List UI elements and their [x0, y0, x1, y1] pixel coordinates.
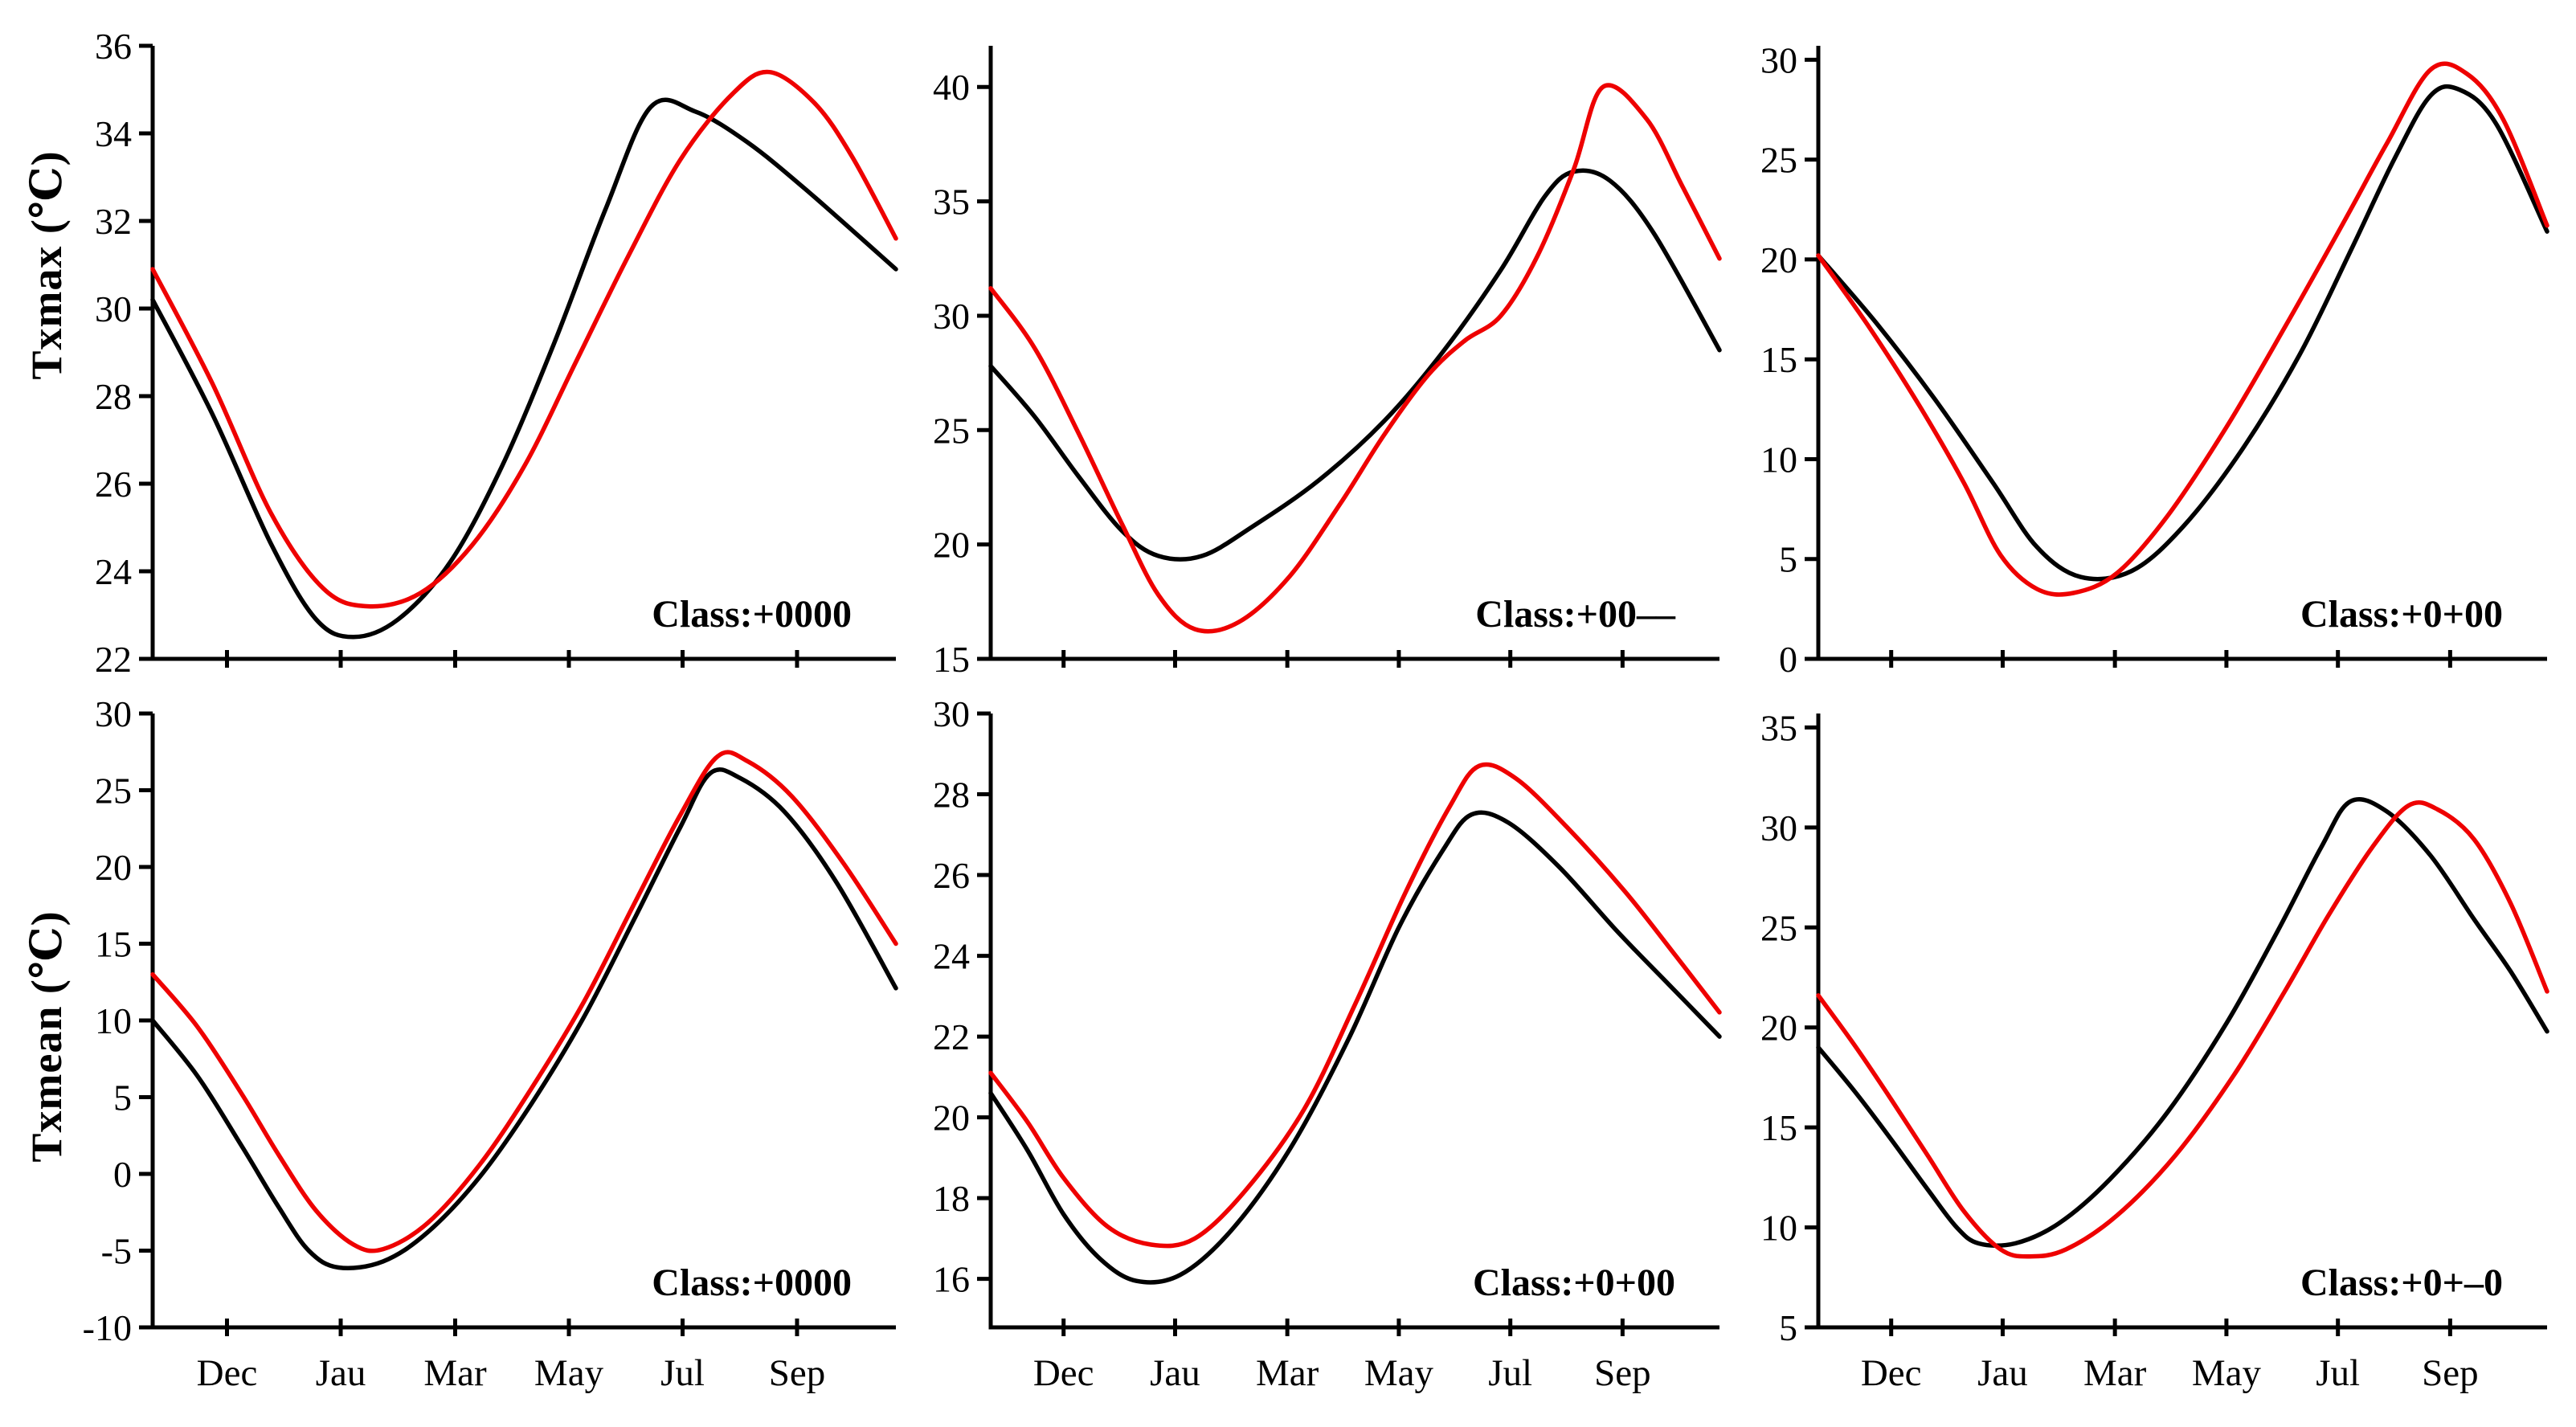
y-tick-label: -5 [101, 1231, 132, 1272]
y-tick-label: 0 [113, 1154, 132, 1195]
y-tick-label: 35 [933, 182, 970, 223]
y-tick-label: 18 [933, 1178, 970, 1219]
y-tick-label: 34 [95, 113, 132, 154]
x-tick-label: Jau [1150, 1352, 1200, 1394]
y-tick-label: 35 [1760, 707, 1797, 748]
x-tick-label: Jul [1488, 1352, 1532, 1394]
y-tick-label: 24 [95, 551, 132, 592]
y-tick-label: 30 [933, 296, 970, 337]
y-tick-label: 22 [933, 1016, 970, 1057]
y-tick-label: 20 [933, 1098, 970, 1139]
y-tick-label: 25 [933, 410, 970, 451]
y-tick-label: 25 [95, 771, 132, 812]
x-tick-label: Sep [769, 1352, 826, 1394]
x-tick-label: Sep [2422, 1352, 2479, 1394]
panel-bottom-middle: 16 18 20 22 24 26 28 30 Dec Jau Mar May Jul Sep Class:… [933, 693, 1722, 1394]
y-tick-label: 30 [933, 693, 970, 734]
panel-top-middle: 15 20 25 30 35 40 Class:+00–– [933, 46, 1722, 680]
series-modeled-red [150, 69, 898, 609]
x-tick-label: Dec [1861, 1352, 1922, 1394]
series-observed-black [150, 97, 898, 640]
y-tick-label: 20 [933, 525, 970, 566]
panel-top-right: 0 5 10 15 20 25 30 Class:+0+00 [1760, 39, 2549, 680]
series-modeled-red [988, 762, 1722, 1249]
class-label: Class:+00–– [1475, 593, 1676, 636]
series-observed-black [988, 168, 1722, 562]
y-tick-label: 15 [933, 639, 970, 680]
y-tick-label: -10 [83, 1307, 132, 1348]
y-tick-label: 20 [95, 847, 132, 888]
x-tick-label: May [2192, 1352, 2262, 1394]
y-tick-label: 10 [95, 1000, 132, 1041]
y-tick-label: 16 [933, 1259, 970, 1300]
class-label: Class:+0000 [652, 593, 852, 636]
y-tick-label: 30 [1760, 808, 1797, 848]
series-modeled-red [150, 750, 898, 1253]
y-tick-label: 36 [95, 26, 132, 67]
series-modeled-red [1816, 61, 2549, 597]
y-tick-label: 32 [95, 201, 132, 242]
y-tick-label: 5 [1779, 1307, 1797, 1348]
x-tick-label: Jul [660, 1352, 705, 1394]
y-tick-label: 26 [95, 464, 132, 505]
x-tick-label: Sep [1594, 1352, 1651, 1394]
y-tick-label: 10 [1760, 439, 1797, 480]
y-tick-label: 30 [95, 288, 132, 329]
y-tick-label: 28 [95, 376, 132, 417]
panel-bottom-right: 5 10 15 20 25 30 35 Dec Jau Mar May Jul Sep Class:+0+… [1760, 707, 2549, 1394]
y-tick-label: 24 [933, 936, 970, 977]
x-tick-label: Jau [316, 1352, 366, 1394]
panel-top-left: 22 24 26 28 30 32 34 36 Class:+0000 [95, 26, 898, 680]
x-tick-label: Mar [423, 1352, 487, 1394]
class-label: Class:+0+00 [1473, 1261, 1675, 1304]
y-tick-label: 25 [1760, 907, 1797, 948]
y-tick-label: 0 [1779, 639, 1797, 680]
y-tick-label: 15 [1760, 1107, 1797, 1148]
panel-bottom-left: -10 -5 0 5 10 15 20 25 30 Dec Jau Mar May Jul Sep Class… [83, 693, 898, 1394]
y-tick-label: 15 [95, 924, 132, 965]
x-tick-label: Mar [2083, 1352, 2147, 1394]
y-tick-label: 30 [95, 693, 132, 734]
y-tick-label: 40 [933, 67, 970, 108]
y-tick-label: 5 [113, 1077, 132, 1118]
series-observed-black [1816, 84, 2549, 582]
y-tick-label: 28 [933, 775, 970, 816]
x-tick-label: Dec [197, 1352, 258, 1394]
y-tick-label: 25 [1760, 140, 1797, 181]
series-modeled-red [988, 83, 1722, 634]
x-tick-label: Dec [1033, 1352, 1094, 1394]
class-label: Class:+0+00 [2300, 593, 2503, 636]
x-tick-label: May [534, 1352, 604, 1394]
class-label: Class:+0000 [652, 1261, 852, 1304]
y-tick-label: 20 [1760, 239, 1797, 280]
series-observed-black [988, 810, 1722, 1285]
x-tick-label: Jau [1977, 1352, 2028, 1394]
class-label: Class:+0+–0 [2300, 1261, 2503, 1304]
y-tick-label: 20 [1760, 1008, 1797, 1049]
x-tick-label: Jul [2316, 1352, 2360, 1394]
x-tick-label: Mar [1256, 1352, 1319, 1394]
y-tick-label: 15 [1760, 339, 1797, 380]
y-tick-label: 30 [1760, 39, 1797, 80]
series-observed-black [150, 767, 898, 1271]
x-tick-label: May [1364, 1352, 1434, 1394]
y-tick-label: 10 [1760, 1208, 1797, 1249]
y-tick-label: 26 [933, 855, 970, 896]
series-modeled-red [1816, 799, 2549, 1259]
y-tick-label: 22 [95, 639, 132, 680]
series-observed-black [1816, 796, 2549, 1249]
y-tick-label: 5 [1779, 539, 1797, 580]
